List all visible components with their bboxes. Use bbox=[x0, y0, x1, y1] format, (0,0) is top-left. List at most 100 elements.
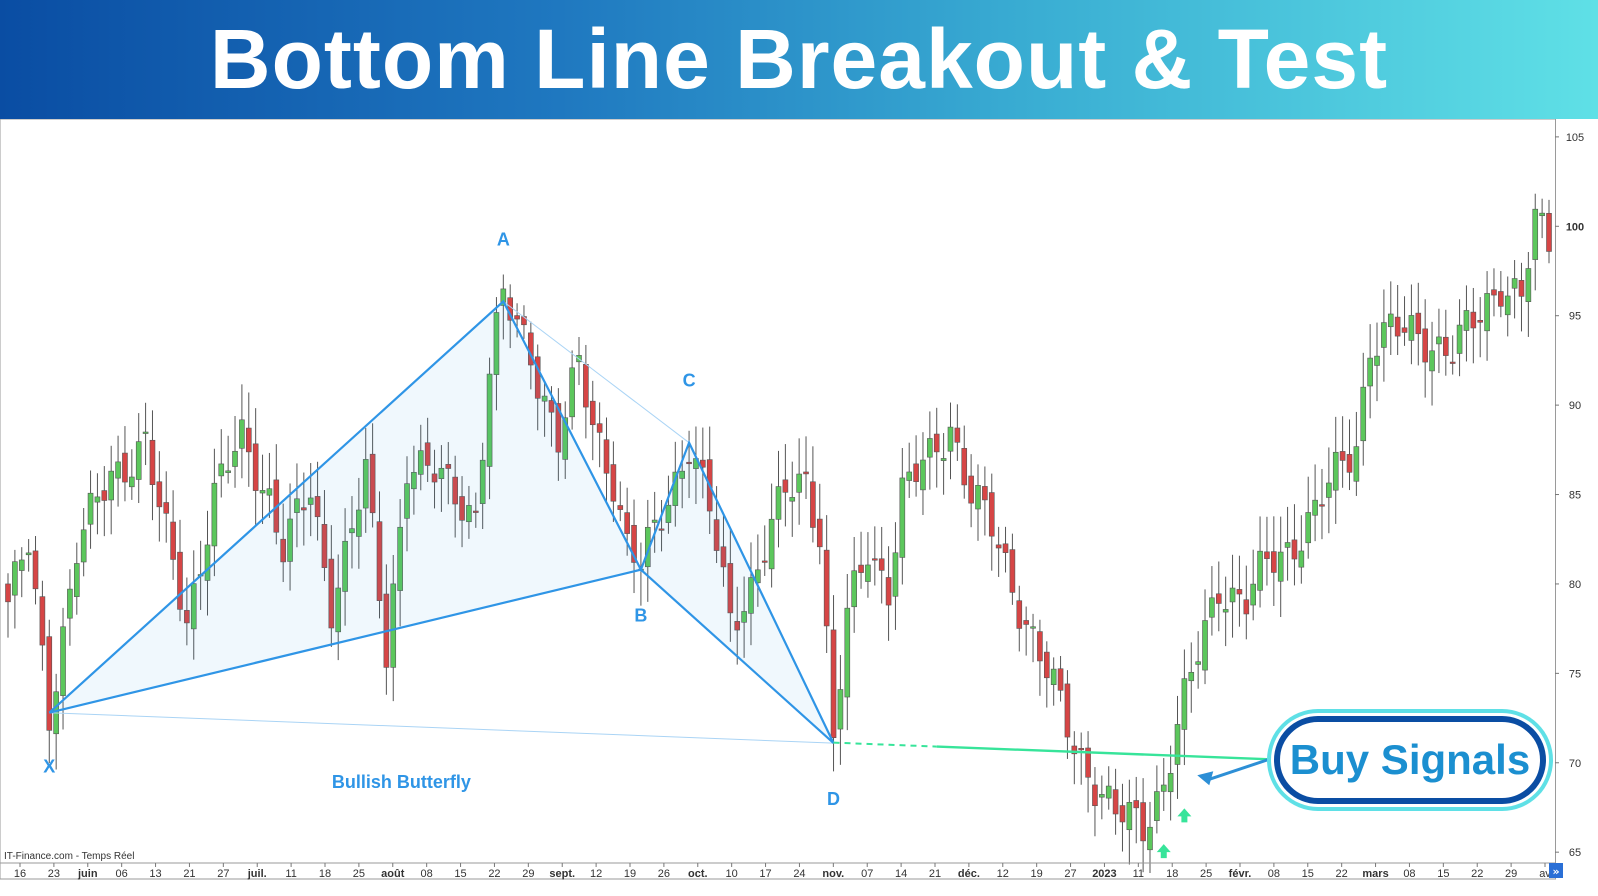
candle-body-up bbox=[1436, 336, 1442, 345]
candle bbox=[1078, 732, 1084, 785]
candle bbox=[1532, 193, 1539, 291]
candle bbox=[1202, 589, 1208, 685]
candle-body-down bbox=[1422, 328, 1428, 363]
candle-body-up bbox=[947, 426, 954, 452]
candle bbox=[1332, 416, 1339, 524]
candle bbox=[816, 483, 823, 565]
bottom-line-dashed bbox=[833, 741, 937, 748]
candle-body-down bbox=[1470, 311, 1477, 329]
candle bbox=[1188, 642, 1195, 713]
candle bbox=[796, 438, 802, 525]
x-tick-label: 08 bbox=[1403, 868, 1415, 880]
candle bbox=[25, 539, 32, 572]
candle-body-down bbox=[830, 629, 837, 738]
x-axis: 16 23 juin 06 13 21 27 juil. 11 18 25 août 08 15 22 29 s… bbox=[0, 862, 1555, 880]
candle bbox=[445, 442, 452, 505]
candle bbox=[1002, 526, 1009, 573]
candle-body-down bbox=[596, 423, 603, 433]
pattern-line-ac bbox=[503, 301, 690, 444]
x-tick-label: 12 bbox=[590, 868, 602, 880]
x-tick-label: 11 bbox=[285, 868, 296, 880]
candle bbox=[514, 303, 520, 338]
candle-body-up bbox=[562, 417, 569, 460]
candle-body-down bbox=[734, 621, 741, 631]
candle-body-down bbox=[885, 577, 892, 606]
x-tick-label: 26 bbox=[658, 868, 670, 880]
x-tick-label: 21 bbox=[929, 868, 941, 880]
candle bbox=[135, 413, 142, 504]
candle bbox=[1271, 516, 1277, 606]
candle-body-up bbox=[741, 611, 747, 623]
candle bbox=[1539, 198, 1545, 239]
candle-body-up bbox=[73, 563, 80, 597]
candle-body-up bbox=[1532, 208, 1539, 260]
candle bbox=[603, 417, 610, 503]
candle-body-up bbox=[1202, 620, 1208, 671]
candle-body-down bbox=[445, 464, 452, 469]
candle-body-up bbox=[135, 441, 142, 480]
buy-signals-callout: Buy Signals bbox=[1274, 716, 1546, 804]
candle bbox=[803, 436, 809, 500]
candle-body-up bbox=[837, 689, 844, 730]
y-tick-label: 65 bbox=[1569, 847, 1581, 859]
candle-body-down bbox=[1016, 600, 1023, 629]
candle bbox=[775, 450, 782, 548]
candle-body-up bbox=[569, 367, 575, 418]
candle-body-up bbox=[1408, 315, 1415, 341]
candle-body-up bbox=[218, 463, 225, 477]
candle-body-up bbox=[1050, 668, 1057, 685]
candlestick-chart: X A B C D Bullish Butterfly 65 70 75 80 85 90 95 100 1… bbox=[0, 119, 1584, 880]
x-tick-label: sept. bbox=[549, 868, 575, 880]
candle-body-up bbox=[287, 518, 293, 562]
pattern-line-xb bbox=[49, 568, 642, 714]
candle-body-up bbox=[748, 577, 754, 614]
candle bbox=[940, 433, 947, 495]
candle-body-up bbox=[417, 450, 424, 475]
candle bbox=[651, 491, 658, 553]
x-tick-label: 15 bbox=[1437, 868, 1449, 880]
candle-body-up bbox=[1277, 551, 1284, 582]
candle-body-up bbox=[1312, 499, 1318, 516]
candle bbox=[431, 449, 438, 509]
candle-body-up bbox=[411, 472, 417, 490]
candle bbox=[1140, 778, 1146, 873]
candle bbox=[982, 466, 988, 536]
candle-body-down bbox=[514, 315, 520, 320]
candle bbox=[397, 499, 403, 627]
candle-body-down bbox=[631, 524, 637, 563]
candle-body-down bbox=[1043, 651, 1050, 679]
candle-body-up bbox=[906, 471, 913, 481]
candle bbox=[1030, 613, 1036, 663]
candle bbox=[259, 454, 266, 524]
candle bbox=[1236, 555, 1243, 627]
candle-body-down bbox=[122, 452, 128, 483]
candle bbox=[1491, 268, 1497, 317]
candle bbox=[349, 496, 355, 569]
candle-body-up bbox=[1374, 355, 1380, 366]
candle bbox=[1119, 783, 1126, 852]
candle bbox=[245, 392, 252, 487]
candle bbox=[1394, 284, 1401, 356]
candle bbox=[576, 337, 582, 386]
candle bbox=[314, 461, 321, 541]
candle-body-up bbox=[975, 484, 981, 510]
candle-body-up bbox=[679, 470, 685, 479]
candle-body-down bbox=[720, 546, 727, 568]
candle-body-up bbox=[1284, 542, 1291, 548]
x-tick-label: 06 bbox=[116, 868, 128, 880]
candle-body-up bbox=[12, 561, 18, 596]
candle bbox=[218, 429, 225, 498]
candle bbox=[473, 492, 479, 528]
x-tick-label: 18 bbox=[1166, 868, 1178, 880]
candle bbox=[658, 500, 665, 552]
candle-body-down bbox=[1291, 539, 1298, 560]
pattern-point-label-B: B bbox=[634, 606, 647, 626]
candle bbox=[1484, 271, 1490, 361]
candle bbox=[913, 435, 919, 497]
candle bbox=[1408, 284, 1415, 365]
candle-body-down bbox=[1346, 454, 1353, 473]
candle-body-up bbox=[25, 552, 32, 556]
candle-body-up bbox=[768, 518, 775, 570]
page-title: Bottom Line Breakout & Test bbox=[209, 12, 1389, 106]
x-tick-label: 21 bbox=[183, 868, 195, 880]
